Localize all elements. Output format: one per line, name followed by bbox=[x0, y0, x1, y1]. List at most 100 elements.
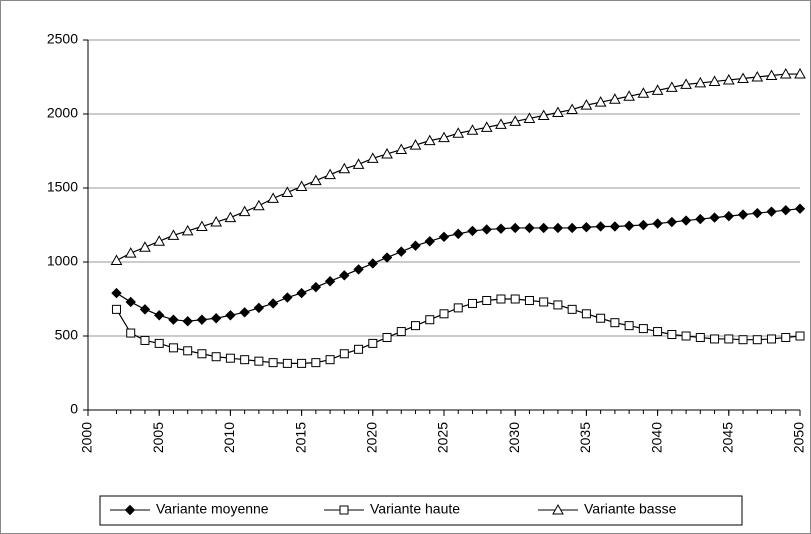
marker bbox=[168, 343, 178, 353]
marker bbox=[196, 220, 208, 231]
marker bbox=[552, 222, 564, 234]
marker bbox=[795, 331, 805, 341]
marker bbox=[239, 307, 250, 318]
marker bbox=[710, 334, 720, 344]
marker bbox=[224, 211, 237, 223]
marker bbox=[311, 358, 321, 368]
marker bbox=[140, 335, 150, 345]
marker bbox=[453, 228, 464, 240]
marker bbox=[765, 69, 778, 81]
marker bbox=[766, 206, 777, 217]
marker bbox=[794, 68, 806, 79]
marker bbox=[680, 215, 692, 226]
marker bbox=[509, 115, 522, 126]
marker bbox=[297, 358, 307, 368]
marker bbox=[653, 327, 663, 337]
marker bbox=[182, 315, 193, 327]
marker bbox=[651, 84, 664, 95]
marker bbox=[580, 99, 593, 110]
marker bbox=[411, 321, 421, 331]
marker bbox=[780, 204, 791, 216]
marker bbox=[623, 90, 635, 101]
marker bbox=[352, 158, 365, 169]
marker bbox=[695, 332, 705, 342]
marker bbox=[282, 358, 292, 368]
marker bbox=[779, 68, 792, 79]
marker bbox=[738, 335, 748, 345]
marker bbox=[367, 258, 379, 269]
marker bbox=[495, 118, 507, 129]
x-tick-label: 2045 bbox=[720, 422, 736, 453]
y-tick-label: 500 bbox=[55, 327, 79, 343]
marker bbox=[310, 281, 322, 293]
marker bbox=[211, 352, 221, 362]
marker bbox=[425, 315, 435, 325]
marker bbox=[594, 96, 607, 107]
marker bbox=[167, 229, 180, 240]
x-tick-label: 2020 bbox=[364, 422, 380, 453]
marker bbox=[324, 168, 336, 180]
marker bbox=[610, 318, 620, 328]
marker bbox=[510, 294, 520, 304]
marker bbox=[183, 346, 193, 356]
marker bbox=[368, 338, 378, 348]
marker bbox=[124, 247, 137, 258]
marker bbox=[566, 222, 578, 234]
marker bbox=[581, 222, 592, 233]
marker bbox=[680, 78, 692, 89]
marker bbox=[480, 121, 493, 132]
marker bbox=[438, 131, 450, 143]
marker bbox=[595, 221, 606, 232]
marker bbox=[495, 223, 507, 234]
x-tick-label: 2005 bbox=[150, 422, 166, 453]
marker bbox=[181, 224, 194, 236]
marker bbox=[253, 302, 265, 314]
marker bbox=[196, 314, 208, 325]
marker bbox=[681, 331, 691, 341]
marker bbox=[139, 241, 151, 252]
plot-area bbox=[88, 40, 800, 410]
marker bbox=[667, 330, 677, 340]
marker bbox=[537, 109, 550, 120]
marker bbox=[752, 207, 763, 219]
marker bbox=[624, 321, 634, 331]
marker bbox=[439, 309, 449, 319]
marker bbox=[581, 309, 591, 319]
marker bbox=[709, 212, 720, 223]
marker bbox=[638, 219, 649, 231]
marker bbox=[282, 292, 293, 303]
marker bbox=[496, 294, 506, 304]
marker bbox=[467, 225, 478, 237]
marker bbox=[481, 224, 492, 235]
marker bbox=[238, 205, 251, 217]
legend-label: Variante moyenne bbox=[156, 501, 269, 517]
marker bbox=[524, 295, 534, 305]
marker bbox=[366, 152, 379, 163]
marker bbox=[268, 358, 278, 368]
marker bbox=[524, 222, 535, 234]
marker bbox=[467, 298, 477, 308]
marker bbox=[466, 124, 479, 135]
x-tick-label: 2010 bbox=[221, 422, 237, 453]
legend-box bbox=[99, 495, 743, 526]
y-tick-label: 0 bbox=[70, 401, 78, 417]
marker bbox=[694, 76, 707, 88]
marker bbox=[538, 222, 549, 234]
legend: Variante moyenne Variante haute Variante b… bbox=[99, 495, 743, 526]
x-tick-label: 2000 bbox=[79, 422, 95, 453]
marker bbox=[453, 303, 463, 313]
marker bbox=[197, 349, 207, 359]
marker bbox=[338, 162, 351, 174]
marker bbox=[210, 313, 222, 324]
marker bbox=[638, 324, 648, 334]
marker bbox=[695, 213, 706, 225]
marker bbox=[552, 106, 564, 118]
marker bbox=[111, 304, 121, 314]
marker bbox=[381, 252, 393, 263]
marker bbox=[652, 218, 663, 229]
marker bbox=[409, 139, 422, 150]
marker bbox=[596, 313, 606, 323]
marker bbox=[438, 231, 450, 243]
marker bbox=[567, 304, 577, 314]
